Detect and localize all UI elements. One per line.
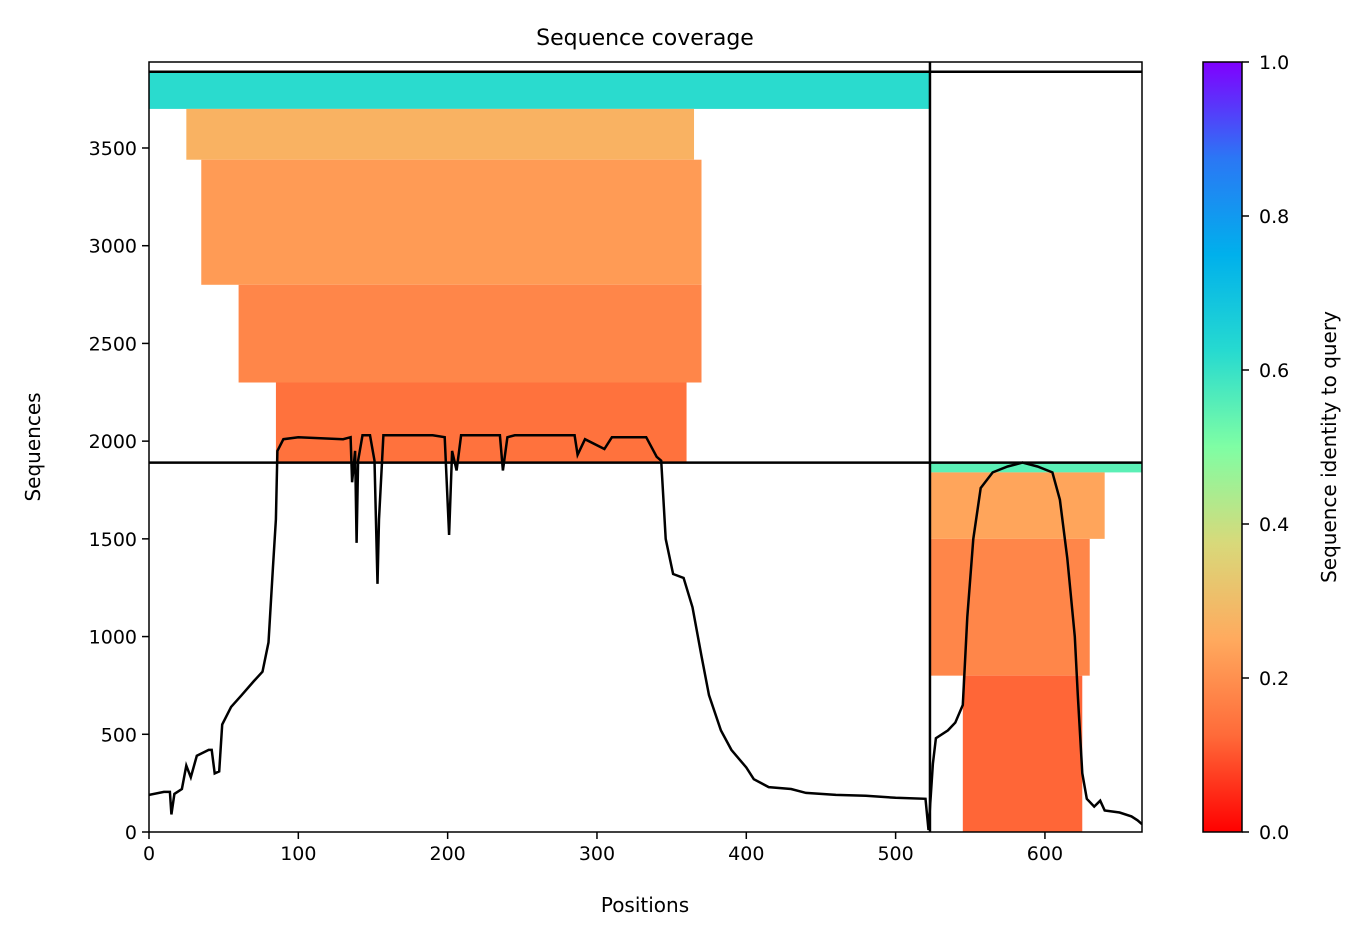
y-tick-label: 3500 <box>89 138 137 160</box>
coverage-block <box>929 472 1105 539</box>
coverage-heatmap <box>149 71 1142 832</box>
x-tick-label: 500 <box>877 843 913 865</box>
colorbar-tick-label: 0.6 <box>1259 360 1289 382</box>
x-tick-label: 600 <box>1027 843 1063 865</box>
y-tick-label: 0 <box>125 822 137 844</box>
colorbar: 0.0 0.2 0.4 0.6 0.8 1.0 <box>1202 52 1289 844</box>
y-axis-label: Sequences <box>21 392 45 501</box>
colorbar-tick-label: 0.0 <box>1259 822 1289 844</box>
y-tick-label: 2500 <box>89 333 137 355</box>
coverage-block <box>929 538 1090 676</box>
x-tick-label: 400 <box>728 843 764 865</box>
chart-title: Sequence coverage <box>536 26 754 51</box>
colorbar-ticks: 0.0 0.2 0.4 0.6 0.8 1.0 <box>1242 52 1289 844</box>
y-tick-label: 500 <box>101 724 137 746</box>
x-tick-label: 300 <box>579 843 615 865</box>
coverage-block <box>929 462 1142 473</box>
y-axis: 0 500 1000 1500 2000 2500 3000 3500 <box>89 138 149 844</box>
plot-area <box>149 62 1142 832</box>
colorbar-tick-label: 1.0 <box>1259 52 1289 74</box>
coverage-line <box>149 434 1142 831</box>
colorbar-gradient <box>1202 61 1243 833</box>
boundary-lines <box>149 62 1142 832</box>
coverage-block <box>962 675 1083 832</box>
colorbar-tick-label: 0.8 <box>1259 206 1289 228</box>
coverage-block <box>186 108 695 160</box>
coverage-block <box>238 284 702 383</box>
coverage-block <box>275 382 687 463</box>
y-tick-label: 3000 <box>89 236 137 258</box>
colorbar-label: Sequence identity to query <box>1317 311 1341 583</box>
colorbar-tick-label: 0.4 <box>1259 514 1289 536</box>
y-tick-label: 2000 <box>89 431 137 453</box>
coverage-block <box>201 159 702 285</box>
plot-frame <box>148 61 1143 833</box>
coverage-block <box>149 71 930 109</box>
x-axis: 0 100 200 300 400 500 600 <box>143 832 1063 865</box>
x-axis-label: Positions <box>601 893 689 917</box>
y-tick-label: 1000 <box>89 627 137 649</box>
y-tick-label: 1500 <box>89 529 137 551</box>
x-tick-label: 100 <box>280 843 316 865</box>
x-tick-label: 200 <box>430 843 466 865</box>
colorbar-tick-label: 0.2 <box>1259 668 1289 690</box>
x-tick-label: 0 <box>143 843 155 865</box>
